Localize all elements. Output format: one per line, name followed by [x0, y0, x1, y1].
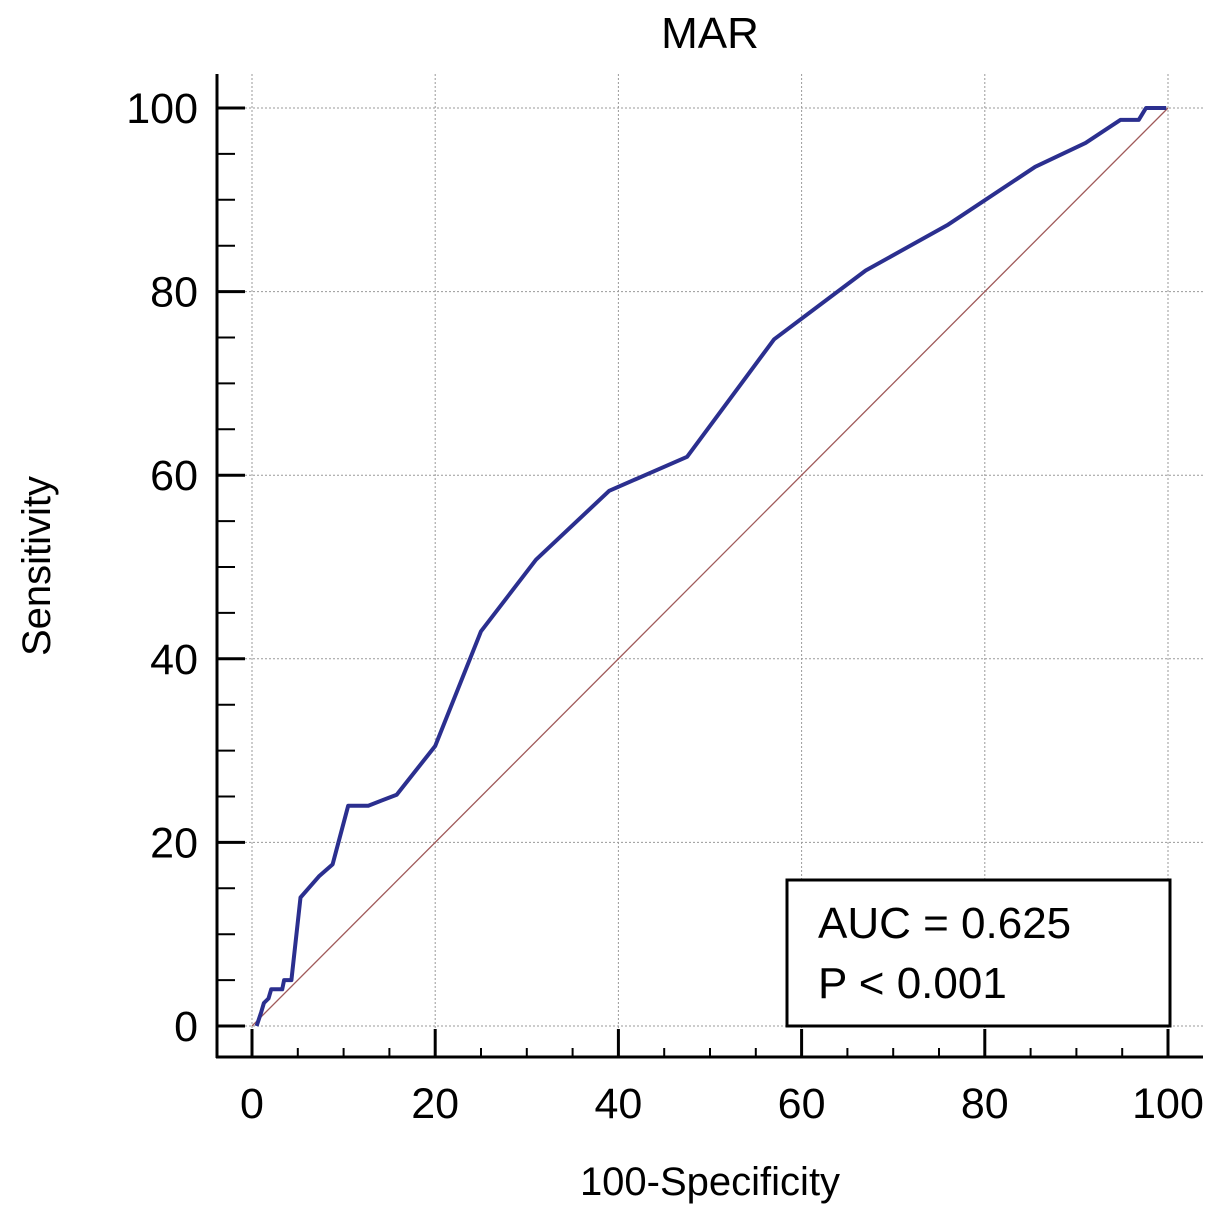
chart-title: MAR: [661, 9, 759, 58]
x-tick-label: 80: [961, 1080, 1009, 1128]
y-tick-label: 20: [150, 819, 198, 867]
annotation-box: AUC = 0.625 P < 0.001: [785, 878, 1172, 1028]
roc-curve-line: [254, 106, 1167, 1027]
x-tick-label: 20: [411, 1080, 459, 1128]
annotation-frame: [785, 878, 1172, 1028]
y-axis-title: Sensitivity: [15, 476, 59, 656]
reference-diagonal-line: [251, 107, 1169, 1027]
x-tick-label: 60: [778, 1080, 826, 1128]
x-tick-label: 40: [594, 1080, 642, 1128]
y-tick-label: 0: [174, 1003, 198, 1051]
y-tick-label: 80: [150, 269, 198, 317]
y-tick-label: 40: [150, 636, 198, 684]
p-value-label: P < 0.001: [818, 959, 1007, 1008]
y-tick-label: 60: [150, 452, 198, 500]
x-tick-label: 100: [1132, 1080, 1204, 1128]
x-axis: 0 20 40 60 80 100: [240, 1029, 1204, 1128]
auc-label: AUC = 0.625: [818, 899, 1071, 948]
x-axis-title: 100-Specificity: [580, 1160, 840, 1204]
y-tick-label: 100: [126, 85, 198, 133]
y-axis: 0 20 40 60 80 100: [126, 85, 245, 1051]
x-tick-label: 0: [240, 1080, 264, 1128]
